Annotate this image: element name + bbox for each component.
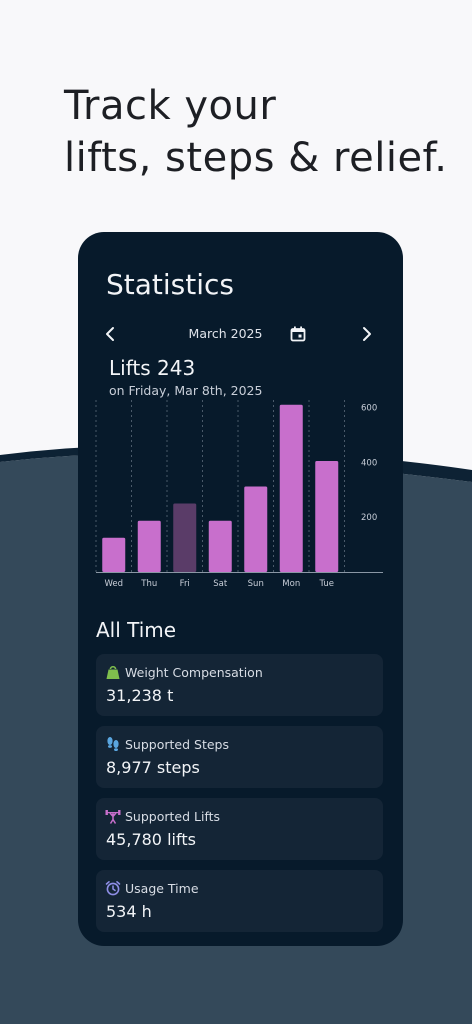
- chart-x-tick-label: Sun: [248, 579, 264, 589]
- card-label: Usage Time: [125, 881, 199, 896]
- chart-y-tick-label: 600: [361, 403, 377, 413]
- lifts-bar-chart: Wed Thu Fri Sat Sun Mon Tue 200 400 600: [95, 400, 383, 589]
- chart-bar-sun[interactable]: [244, 486, 268, 572]
- chart-x-tick-label: Tue: [318, 579, 334, 589]
- chart-bar-wed[interactable]: [102, 537, 126, 572]
- card-supported-lifts[interactable]: Supported Lifts 45,780 lifts: [96, 798, 383, 860]
- chart-y-tick-label: 400: [361, 458, 377, 468]
- card-value: 31,238 t: [106, 686, 174, 705]
- headline-line-2: lifts, steps & relief.: [64, 135, 448, 181]
- card-label: Weight Compensation: [125, 665, 263, 680]
- alarm-clock-icon: [105, 881, 121, 896]
- chevron-right-icon: [363, 327, 371, 341]
- card-supported-steps[interactable]: Supported Steps 8,977 steps: [96, 726, 383, 788]
- chart-x-tick-label: Fri: [180, 579, 190, 589]
- chart-y-tick-label: 200: [361, 513, 377, 523]
- month-label: March 2025: [188, 326, 263, 341]
- chart-x-tick-label: Wed: [104, 579, 123, 589]
- selected-value-date: on Friday, Mar 8th, 2025: [109, 383, 263, 398]
- card-label: Supported Steps: [125, 737, 229, 752]
- card-label: Supported Lifts: [125, 809, 221, 824]
- next-month-button[interactable]: [353, 320, 381, 348]
- statistics-panel: Statistics March 2025 Lifts 243 on Frida…: [78, 232, 403, 946]
- chevron-left-icon: [106, 327, 114, 341]
- headline: Track your lifts, steps & relief.: [64, 80, 447, 184]
- chart-x-tick-label: Mon: [282, 579, 300, 589]
- headline-line-1: Track your: [64, 83, 277, 129]
- chart-bar-thu[interactable]: [137, 520, 161, 572]
- weight-icon: [106, 665, 120, 679]
- weightlifter-icon: [105, 810, 121, 824]
- month-navigator: March 2025: [78, 320, 403, 348]
- chart-bar-fri[interactable]: [173, 503, 197, 572]
- chart-x-tick-label: Thu: [140, 579, 157, 589]
- card-usage-time[interactable]: Usage Time 534 h: [96, 870, 383, 932]
- chart-x-tick-label: Sat: [213, 579, 228, 589]
- all-time-heading: All Time: [96, 618, 177, 642]
- selected-value-title: Lifts 243: [109, 356, 196, 380]
- calendar-icon: [290, 326, 306, 342]
- calendar-button[interactable]: [286, 322, 310, 346]
- chart-bar-sat[interactable]: [208, 520, 232, 572]
- card-value: 534 h: [106, 902, 152, 921]
- chart-bar-mon[interactable]: [279, 404, 303, 572]
- previous-month-button[interactable]: [96, 320, 124, 348]
- page-title: Statistics: [106, 268, 234, 301]
- card-weight-compensation[interactable]: Weight Compensation 31,238 t: [96, 654, 383, 716]
- card-value: 8,977 steps: [106, 758, 200, 777]
- card-value: 45,780 lifts: [106, 830, 196, 849]
- footsteps-icon: [107, 737, 119, 751]
- chart-bar-tue[interactable]: [315, 460, 339, 572]
